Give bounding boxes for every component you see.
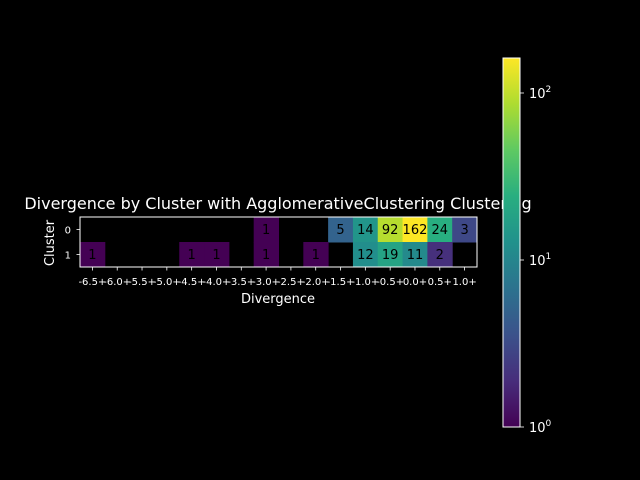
y-tick-label: 0: [65, 226, 71, 237]
heatmap-cell: [253, 242, 279, 268]
cell-value-label: 2: [436, 248, 444, 263]
x-tick-label: -0.5+: [376, 277, 404, 288]
x-tick-label: 0.0+: [403, 277, 427, 288]
heatmap-cell: [80, 242, 106, 268]
cell-value-label: 24: [432, 223, 449, 238]
heatmap-cell: [402, 217, 428, 243]
cell-value-label: 1: [262, 248, 270, 263]
y-axis-label: Cluster: [43, 219, 58, 266]
cell-value-label: 11: [407, 248, 424, 263]
x-tick-label: -6.0+: [103, 277, 131, 288]
colorbar-tick-label: 101: [529, 252, 551, 269]
cell-value-label: 14: [357, 223, 374, 238]
plot-frame: [79, 216, 478, 268]
cell-value-label: 1: [188, 248, 196, 263]
colorbar-tick-label: 100: [529, 419, 552, 436]
x-tick-label: -6.5+: [78, 277, 106, 288]
x-tick-label: -2.5+: [277, 277, 305, 288]
cell-value-label: 1: [88, 248, 96, 263]
x-tick-label: 1.0+: [452, 277, 476, 288]
cell-value-label: 92: [382, 223, 399, 238]
x-tick-label: -5.5+: [128, 277, 156, 288]
x-tick-label: -2.0+: [302, 277, 330, 288]
x-axis-ticks: -6.5+-6.0+-5.5+-5.0+-4.5+-4.0+-3.5+-3.0+…: [78, 267, 477, 288]
cell-value-label: 12: [357, 248, 374, 263]
colorbar-tick-label: 102: [529, 85, 551, 102]
heatmap-cell: [427, 242, 453, 268]
colorbar-ticks: 100 101 102: [520, 85, 552, 436]
x-tick-label: -3.5+: [227, 277, 255, 288]
x-tick-label: -4.0+: [203, 277, 231, 288]
heatmap-cell: [377, 242, 404, 268]
cell-value-label: 1: [212, 248, 220, 263]
heatmap-cell: [328, 217, 354, 243]
y-tick-label: 1: [65, 251, 71, 262]
colorbar: [502, 57, 521, 428]
heatmap-cell: [402, 242, 428, 268]
x-tick-label: -3.0+: [252, 277, 280, 288]
cell-value-label: 3: [460, 223, 468, 238]
x-tick-label: -5.0+: [153, 277, 181, 288]
cell-value-label: 1: [312, 248, 320, 263]
chart-title: Divergence by Cluster with Agglomerative…: [24, 194, 531, 213]
heatmap-cell: [352, 217, 379, 243]
heatmap-cell: [452, 217, 478, 243]
cell-value-label: 1: [262, 223, 270, 238]
x-tick-label: -1.5+: [327, 277, 355, 288]
cell-value-label: 5: [336, 223, 344, 238]
x-tick-label: 0.5+: [428, 277, 452, 288]
heatmap-cell: [427, 217, 453, 243]
cell-value-label: 19: [382, 248, 399, 263]
heatmap-cells: 1 5 14 92 162 24 31 1 1 1 1 12 19 11 2: [80, 217, 478, 268]
x-tick-label: -4.5+: [178, 277, 206, 288]
x-axis-label: Divergence: [241, 292, 315, 307]
heatmap-cell: [253, 217, 279, 243]
x-tick-label: -1.0+: [351, 277, 379, 288]
heatmap-cell: [303, 242, 329, 268]
heatmap-cell: [179, 242, 205, 268]
heatmap-cell: [204, 242, 230, 268]
heatmap-cell: [377, 217, 404, 243]
y-axis-ticks: 01: [65, 226, 80, 262]
heatmap-cell: [352, 242, 379, 268]
cell-value-label: 162: [403, 223, 428, 238]
